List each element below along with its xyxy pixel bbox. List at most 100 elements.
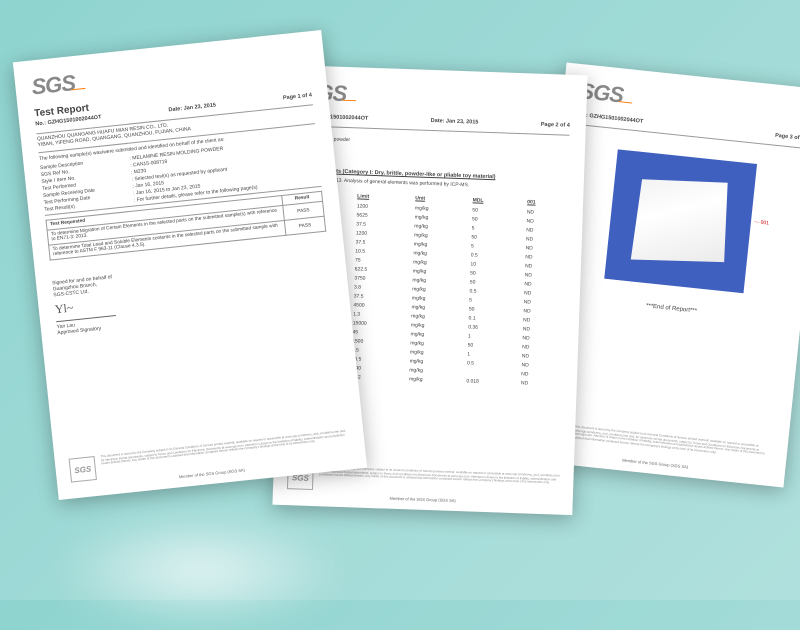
element-cell: 0.5 bbox=[463, 359, 516, 368]
element-cell: 5 bbox=[465, 296, 518, 305]
element-cell: 1200 bbox=[353, 202, 409, 211]
element-cell: 3750 bbox=[350, 274, 406, 283]
element-cell: ND bbox=[521, 262, 563, 270]
element-cell: ND bbox=[523, 208, 565, 216]
element-cell: mg/kg bbox=[406, 330, 462, 339]
element-cell: mg/kg bbox=[411, 204, 467, 213]
element-cell: 0.5 bbox=[467, 251, 520, 260]
element-cell: 37.5 bbox=[352, 238, 408, 247]
element-cell: mg/kg bbox=[409, 249, 465, 258]
element-cell: ND bbox=[521, 271, 563, 279]
element-cell: mg/kg bbox=[408, 276, 464, 285]
sample-photo: — 001 bbox=[604, 149, 757, 293]
element-cell: ND bbox=[520, 298, 562, 306]
col-header: Unit bbox=[411, 194, 467, 204]
element-cell: mg/kg bbox=[408, 285, 464, 294]
element-cell: mg/kg bbox=[411, 213, 467, 222]
element-cell: 10 bbox=[466, 260, 519, 269]
element-cell: ND bbox=[521, 253, 563, 261]
element-cell: mg/kg bbox=[410, 231, 466, 240]
report-no: No.: GZHG1501002044OT bbox=[577, 112, 644, 125]
element-cell: ND bbox=[517, 379, 559, 387]
element-cell: mg/kg bbox=[406, 357, 462, 366]
photo-label: — 001 bbox=[754, 219, 769, 227]
element-cell: 4500 bbox=[349, 301, 405, 310]
element-cell: 3.8 bbox=[350, 283, 406, 292]
col-header: MDL bbox=[469, 196, 522, 206]
notes: ection Limit ed ( < MDL ) bbox=[300, 149, 568, 170]
element-cell: mg/kg bbox=[406, 348, 462, 357]
element-cell: mg/kg bbox=[405, 366, 461, 375]
report-page-1: SGS ― Test Report No.: GZHG1501002044OT … bbox=[13, 30, 367, 500]
element-cell: 50 bbox=[466, 269, 519, 278]
element-cell: ND bbox=[520, 280, 562, 288]
element-cell: 622.5 bbox=[351, 265, 407, 274]
logo-accent-icon: ― bbox=[71, 79, 87, 96]
element-cell: ND bbox=[520, 289, 562, 297]
element-cell: mg/kg bbox=[410, 240, 466, 249]
sgs-logo: SGS ― bbox=[302, 79, 571, 114]
element-cell: mg/kg bbox=[410, 222, 466, 231]
footer-fineprint: This document is issued by the Company s… bbox=[319, 466, 559, 485]
powder-bag-image bbox=[629, 172, 733, 271]
element-cell: mg/kg bbox=[408, 294, 464, 303]
element-cell: 1 bbox=[463, 350, 516, 359]
element-cell: ND bbox=[519, 316, 561, 324]
element-cell: 1200 bbox=[352, 229, 408, 238]
footer-logo-icon: SGS bbox=[69, 456, 97, 483]
element-cell: 37.5 bbox=[352, 220, 408, 229]
element-cell: 50 bbox=[468, 215, 521, 224]
logo-accent-icon: ― bbox=[342, 91, 357, 107]
col-header: 001 bbox=[523, 198, 565, 207]
report-date: Date: Jan 23, 2015 bbox=[431, 118, 479, 126]
background-powder bbox=[50, 510, 350, 630]
element-cell: 7.5 bbox=[348, 346, 404, 355]
element-cell: ND bbox=[517, 370, 559, 378]
element-cell: 10.5 bbox=[351, 247, 407, 256]
element-cell: 0.36 bbox=[464, 323, 517, 332]
element-cell: 0.5 bbox=[465, 287, 518, 296]
element-cell: mg/kg bbox=[409, 258, 465, 267]
page-num: Page 2 of 4 bbox=[541, 122, 570, 129]
signature-block: Signed for and on behalf of Guangzhou Br… bbox=[52, 251, 334, 336]
element-cell: 50 bbox=[466, 278, 519, 287]
col-header: Limit bbox=[353, 192, 409, 202]
page-num: Page 3 of 4 bbox=[775, 133, 800, 142]
element-cell bbox=[463, 368, 516, 377]
element-cell: ND bbox=[522, 217, 564, 225]
element-cell: ND bbox=[522, 226, 564, 234]
element-cell: 5 bbox=[467, 242, 520, 251]
element-cell: ND bbox=[518, 343, 560, 351]
element-cell: 50 bbox=[465, 305, 518, 314]
element-cell: ND bbox=[518, 352, 560, 360]
element-cell: 37.5 bbox=[350, 292, 406, 301]
element-cell: 5 bbox=[468, 224, 521, 233]
element-cell: mg/kg bbox=[405, 375, 461, 384]
element-cell: 50 bbox=[468, 206, 521, 215]
element-cell: 50 bbox=[467, 233, 520, 242]
element-cell: 5625 bbox=[352, 211, 408, 220]
element-cell: mg/kg bbox=[407, 303, 463, 312]
element-cell: 50 bbox=[464, 341, 517, 350]
element-cell: ND bbox=[519, 307, 561, 315]
test-result: PASS bbox=[284, 216, 325, 235]
element-cell: mg/kg bbox=[409, 267, 465, 276]
element-cell: ND bbox=[522, 235, 564, 243]
element-cell: 45 bbox=[348, 328, 404, 337]
element-cell: ND bbox=[518, 334, 560, 342]
element-cell: 1 bbox=[464, 332, 517, 341]
element-cell: mg/kg bbox=[407, 321, 463, 330]
element-cell: 1500 bbox=[348, 337, 404, 346]
element-cell: 0.1 bbox=[464, 314, 517, 323]
element-cell: 15000 bbox=[349, 319, 405, 328]
element-cell: 75 bbox=[351, 256, 407, 265]
element-cell: ND bbox=[522, 244, 564, 252]
element-cell: ND bbox=[517, 361, 559, 369]
logo-accent-icon: ― bbox=[618, 92, 634, 109]
page-num: Page 1 of 4 bbox=[283, 92, 313, 101]
end-of-report: ***End of Report*** bbox=[558, 294, 785, 324]
element-cell: 1.3 bbox=[349, 310, 405, 319]
element-cell: 0.018 bbox=[462, 377, 515, 386]
logo-text: SGS bbox=[30, 70, 76, 100]
element-cell: ND bbox=[519, 325, 561, 333]
